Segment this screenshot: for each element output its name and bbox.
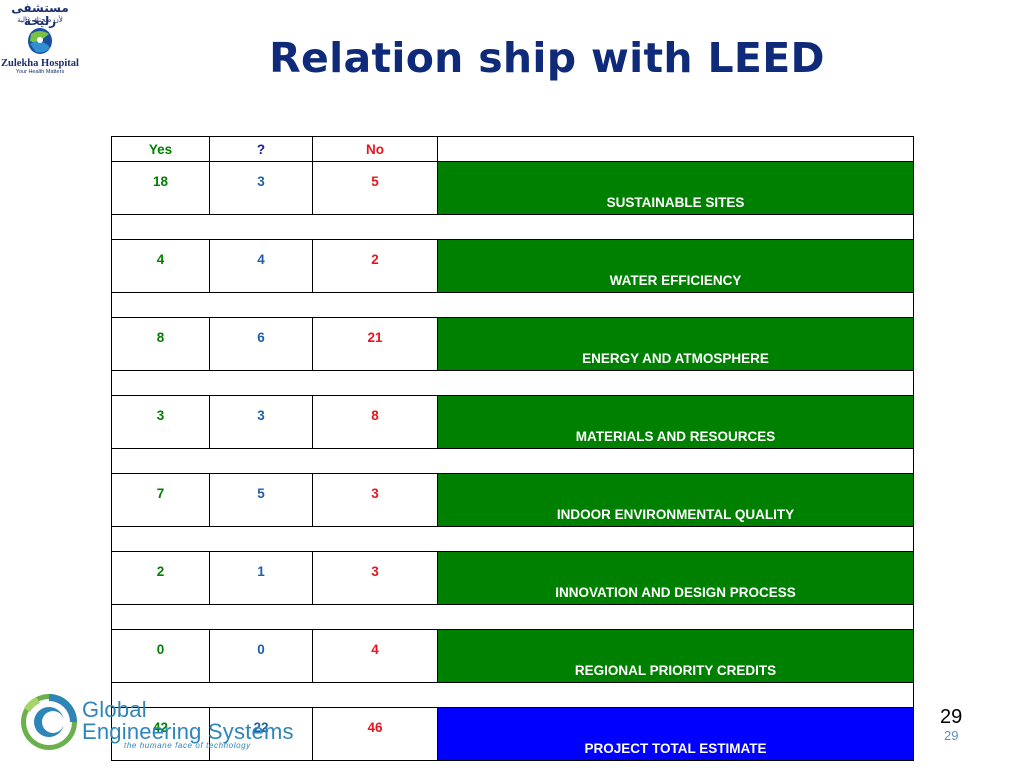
no-value: 3 <box>312 473 438 527</box>
yes-value: 18 <box>111 161 210 215</box>
table-row: 7 5 3 INDOOR ENVIRONMENTAL QUALITY <box>111 473 914 527</box>
maybe-value: 4 <box>209 239 313 293</box>
category-label: REGIONAL PRIORITY CREDITS <box>437 629 914 683</box>
yes-value: 7 <box>111 473 210 527</box>
category-label: WATER EFFICIENCY <box>437 239 914 293</box>
category-label: SUSTAINABLE SITES <box>437 161 914 215</box>
table-spacer-row <box>111 526 914 552</box>
yes-value: 3 <box>111 395 210 449</box>
table-row: 18 3 5 SUSTAINABLE SITES <box>111 161 914 215</box>
ges-swirl-icon <box>21 694 77 750</box>
category-label: INNOVATION AND DESIGN PROCESS <box>437 551 914 605</box>
no-value: 46 <box>312 707 438 761</box>
table-spacer-row <box>111 448 914 474</box>
table-spacer-row <box>111 214 914 240</box>
page-title: Relation ship with LEED <box>269 34 825 82</box>
spacer-cell <box>111 682 914 708</box>
table-spacer-row <box>111 604 914 630</box>
table-total-row: 42 22 46 PROJECT TOTAL ESTIMATE <box>111 707 914 761</box>
category-label: MATERIALS AND RESOURCES <box>437 395 914 449</box>
maybe-value: 0 <box>209 629 313 683</box>
hospital-emblem-icon <box>28 28 52 54</box>
no-value: 4 <box>312 629 438 683</box>
spacer-cell <box>111 214 914 240</box>
hospital-name: Zulekha Hospital <box>1 58 79 69</box>
maybe-value: 1 <box>209 551 313 605</box>
no-value: 2 <box>312 239 438 293</box>
header-category <box>437 136 914 162</box>
table-spacer-row <box>111 682 914 708</box>
no-value: 21 <box>312 317 438 371</box>
category-label: INDOOR ENVIRONMENTAL QUALITY <box>437 473 914 527</box>
maybe-value: 22 <box>209 707 313 761</box>
maybe-value: 3 <box>209 395 313 449</box>
company-name-line2: Engineering Systems <box>82 719 294 744</box>
leed-table: Yes ? No 18 3 5 SUSTAINABLE SITES 4 4 2 WATER E… <box>111 136 914 761</box>
table-row: 4 4 2 WATER EFFICIENCY <box>111 239 914 293</box>
spacer-cell <box>111 370 914 396</box>
table-row: 0 0 4 REGIONAL PRIORITY CREDITS <box>111 629 914 683</box>
yes-value: 4 <box>111 239 210 293</box>
hospital-logo: مستشفى زليخة لأن صحتك غالية Zulekha Hosp… <box>0 0 80 80</box>
total-label: PROJECT TOTAL ESTIMATE <box>437 707 914 761</box>
spacer-cell <box>111 526 914 552</box>
maybe-value: 6 <box>209 317 313 371</box>
maybe-value: 5 <box>209 473 313 527</box>
header-no: No <box>312 136 438 162</box>
hospital-tagline: Your Health Matters <box>15 69 65 75</box>
table-header-row: Yes ? No <box>111 136 914 162</box>
page-number: 29 <box>940 706 963 728</box>
spacer-cell <box>111 604 914 630</box>
no-value: 8 <box>312 395 438 449</box>
table-spacer-row <box>111 292 914 318</box>
header-maybe: ? <box>209 136 313 162</box>
company-tagline: the humane face of technology <box>124 741 251 750</box>
yes-value: 2 <box>111 551 210 605</box>
spacer-cell <box>111 448 914 474</box>
hospital-arabic-tagline: لأن صحتك غالية <box>17 16 63 24</box>
no-value: 5 <box>312 161 438 215</box>
table-row: 2 1 3 INNOVATION AND DESIGN PROCESS <box>111 551 914 605</box>
header-yes: Yes <box>111 136 210 162</box>
hospital-arabic-name: مستشفى زليخة <box>11 1 69 28</box>
page-number-secondary: 29 <box>944 728 959 743</box>
table-row: 3 3 8 MATERIALS AND RESOURCES <box>111 395 914 449</box>
table-row: 8 6 21 ENERGY AND ATMOSPHERE <box>111 317 914 371</box>
spacer-cell <box>111 292 914 318</box>
yes-value: 0 <box>111 629 210 683</box>
yes-value: 8 <box>111 317 210 371</box>
maybe-value: 3 <box>209 161 313 215</box>
category-label: ENERGY AND ATMOSPHERE <box>437 317 914 371</box>
company-name-line1: Global <box>82 697 147 722</box>
no-value: 3 <box>312 551 438 605</box>
table-spacer-row <box>111 370 914 396</box>
yes-value: 42 <box>111 707 210 761</box>
